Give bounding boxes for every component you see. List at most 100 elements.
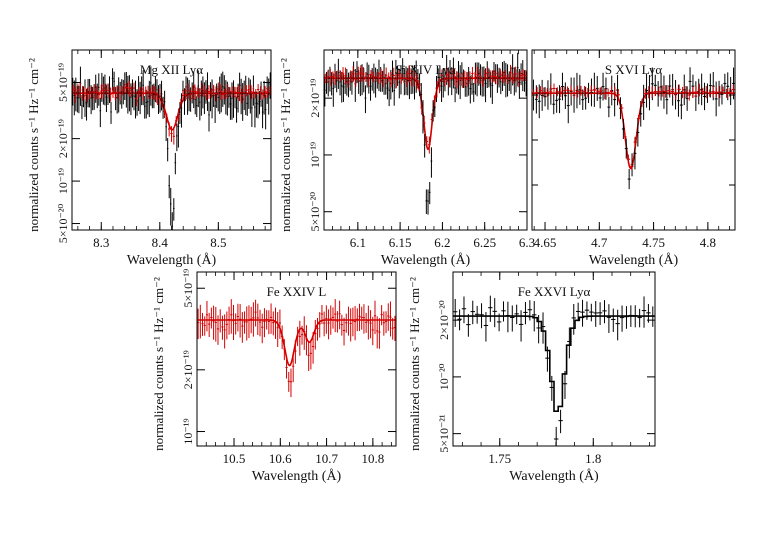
data-point — [203, 316, 206, 336]
data-point — [361, 64, 363, 96]
data-point — [376, 316, 379, 349]
data-point — [235, 87, 239, 99]
data-point — [688, 67, 692, 96]
data-point — [143, 95, 146, 119]
data-point — [389, 301, 392, 337]
data-point — [606, 304, 612, 334]
data-point — [647, 86, 651, 99]
x-tick-label: 10.7 — [315, 451, 338, 466]
data-point — [327, 309, 330, 340]
data-point — [166, 138, 169, 162]
data-point — [200, 83, 204, 97]
data-point — [575, 85, 580, 98]
data-point — [474, 305, 480, 324]
data-point — [118, 85, 122, 101]
data-point — [558, 85, 561, 114]
data-point — [545, 88, 549, 97]
data-point — [607, 96, 611, 118]
data-point — [175, 116, 178, 126]
data-point — [99, 97, 102, 128]
panel-s-xvi: 4.65 4.7 4.75 4.8 S XVI Lyα Wavelength (Å) — [531, 49, 736, 268]
data-point — [90, 85, 92, 115]
data-point — [422, 100, 424, 134]
data-point — [292, 352, 295, 383]
data-point — [707, 89, 712, 97]
data-point — [554, 426, 559, 446]
data-point — [296, 326, 299, 347]
data-point — [157, 85, 160, 114]
data-point — [443, 77, 446, 87]
data-point — [267, 310, 270, 335]
data-point — [236, 303, 240, 332]
data-point — [189, 89, 192, 101]
data-point — [261, 99, 264, 129]
data-point — [123, 83, 126, 93]
data-point — [653, 87, 658, 97]
data-point — [527, 300, 533, 321]
panel-title: Fe XXIV L — [267, 284, 327, 299]
data-point — [74, 86, 77, 103]
data-point — [584, 301, 590, 320]
data-point — [169, 187, 172, 226]
data-point — [263, 80, 265, 115]
data-point — [643, 88, 648, 99]
x-axis-label: Wavelength (Å) — [381, 252, 471, 268]
x-axis-label: Wavelength (Å) — [509, 468, 599, 484]
data-point — [78, 85, 80, 114]
data-point — [210, 88, 213, 99]
data-point — [483, 312, 489, 342]
data-point — [102, 83, 105, 99]
data-point — [225, 311, 228, 340]
data-point — [255, 91, 258, 118]
data-point — [532, 301, 537, 332]
data-point — [320, 304, 324, 324]
data-point — [674, 87, 678, 100]
data-point — [630, 163, 634, 171]
data-point — [256, 83, 260, 96]
panel-si-xiv: 6.1 6.15 6.2 6.25 6.3 5×10⁻²⁰ 10⁻¹⁹ 2×10⁻¹⁹ Si X… — [278, 49, 535, 268]
data-point — [423, 134, 426, 158]
data-point — [353, 306, 357, 341]
data-point — [156, 92, 159, 105]
data-point — [160, 80, 163, 111]
x-tick-label: 8.5 — [210, 235, 226, 250]
data-point — [214, 86, 218, 102]
y-axis-label: normalized counts s⁻¹ Hz⁻¹ cm⁻² — [407, 277, 422, 451]
data-point — [562, 370, 568, 399]
data-point — [100, 84, 103, 99]
plot-area — [532, 67, 735, 190]
data-point — [252, 86, 255, 98]
data-point — [565, 86, 570, 94]
data-point — [113, 71, 115, 93]
x-tick-label: 6.2 — [434, 235, 450, 250]
y-tick-label: 5×10⁻¹⁹ — [56, 63, 70, 102]
data-point — [378, 318, 381, 349]
data-point — [488, 70, 492, 83]
data-point — [251, 93, 253, 127]
axes-frame — [452, 271, 656, 447]
data-point — [596, 87, 600, 95]
data-point — [172, 129, 176, 145]
data-point — [135, 91, 138, 107]
y-tick-label: 5×10⁻²⁰ — [56, 204, 70, 244]
data-point — [711, 85, 715, 98]
data-point — [521, 69, 525, 81]
data-point — [212, 305, 215, 340]
data-point — [173, 198, 175, 221]
data-point — [425, 189, 428, 215]
panel-title: S XVI Lyα — [605, 62, 663, 77]
data-point — [481, 77, 484, 87]
data-point — [367, 305, 370, 340]
data-point — [555, 87, 560, 97]
data-point — [386, 78, 389, 100]
data-point — [636, 118, 640, 147]
data-point — [641, 296, 647, 328]
data-point — [171, 212, 174, 230]
data-point — [389, 71, 393, 88]
data-point — [249, 85, 253, 99]
data-point — [114, 86, 117, 101]
y-tick-label: 2×10⁻¹⁹ — [56, 119, 70, 158]
data-point — [677, 84, 681, 95]
data-point — [192, 71, 195, 109]
data-point — [205, 300, 209, 332]
